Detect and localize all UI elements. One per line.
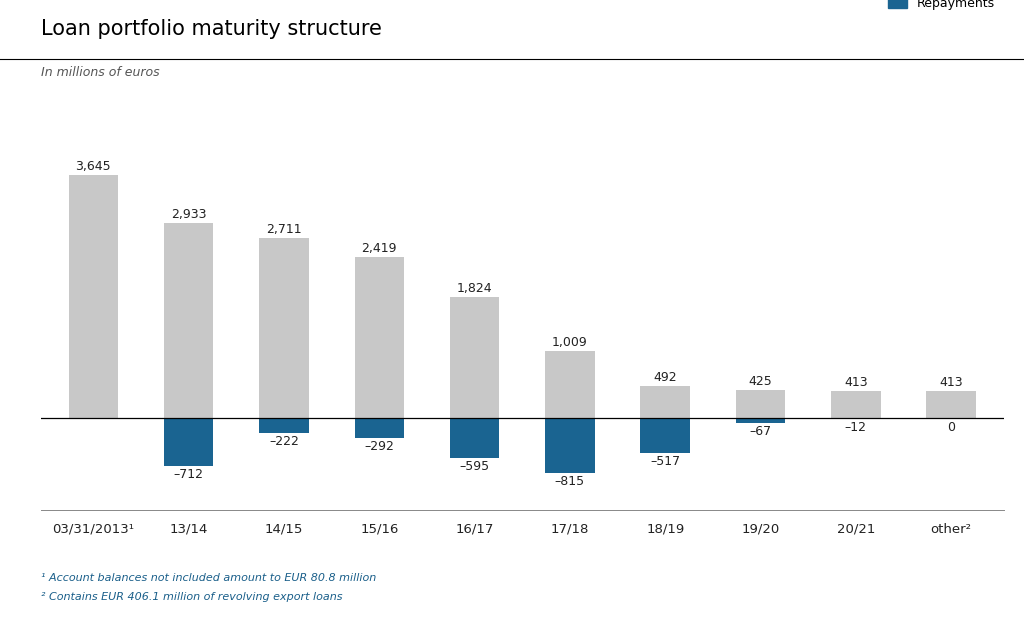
Bar: [545, 351, 595, 418]
Text: other²: other²: [931, 523, 972, 536]
Text: –292: –292: [365, 440, 394, 453]
Text: 15/16: 15/16: [360, 523, 398, 536]
Text: 03/31/2013¹: 03/31/2013¹: [52, 523, 134, 536]
Text: 425: 425: [749, 375, 772, 388]
Legend: Loan volume, Repayments: Loan volume, Repayments: [888, 0, 997, 10]
Text: In millions of euros: In millions of euros: [41, 66, 160, 79]
Bar: [735, 418, 785, 423]
Bar: [259, 238, 309, 418]
Bar: [164, 223, 213, 418]
Text: Loan portfolio maturity structure: Loan portfolio maturity structure: [41, 19, 382, 39]
Bar: [354, 257, 404, 418]
Bar: [831, 391, 881, 418]
Bar: [927, 391, 976, 418]
Bar: [831, 418, 881, 419]
Text: 17/18: 17/18: [551, 523, 589, 536]
Bar: [735, 390, 785, 418]
Bar: [640, 386, 690, 418]
Text: –815: –815: [555, 475, 585, 488]
Bar: [164, 418, 213, 466]
Text: 19/20: 19/20: [741, 523, 779, 536]
Text: ¹ Account balances not included amount to EUR 80.8 million: ¹ Account balances not included amount t…: [41, 573, 376, 583]
Text: 1,824: 1,824: [457, 282, 493, 295]
Text: 2,419: 2,419: [361, 242, 397, 255]
Text: 0: 0: [947, 421, 955, 434]
Text: 1,009: 1,009: [552, 336, 588, 349]
Text: 413: 413: [844, 376, 867, 389]
Text: 13/14: 13/14: [170, 523, 208, 536]
Text: 3,645: 3,645: [76, 160, 112, 173]
Text: 2,711: 2,711: [266, 223, 302, 236]
Text: 16/17: 16/17: [456, 523, 494, 536]
Text: 492: 492: [653, 371, 677, 384]
Bar: [450, 418, 500, 458]
Bar: [259, 418, 309, 433]
Text: –222: –222: [269, 435, 299, 448]
Text: 2,933: 2,933: [171, 208, 207, 221]
Bar: [69, 175, 118, 418]
Bar: [545, 418, 595, 473]
Text: 14/15: 14/15: [265, 523, 303, 536]
Text: 413: 413: [939, 376, 963, 389]
Bar: [640, 418, 690, 453]
Text: ² Contains EUR 406.1 million of revolving export loans: ² Contains EUR 406.1 million of revolvin…: [41, 592, 342, 602]
Bar: [450, 297, 500, 418]
Text: 18/19: 18/19: [646, 523, 684, 536]
Text: –517: –517: [650, 454, 680, 468]
Text: –12: –12: [845, 421, 866, 434]
Text: 20/21: 20/21: [837, 523, 874, 536]
Bar: [354, 418, 404, 438]
Text: –595: –595: [460, 460, 489, 473]
Text: –712: –712: [174, 468, 204, 481]
Text: –67: –67: [750, 425, 771, 438]
